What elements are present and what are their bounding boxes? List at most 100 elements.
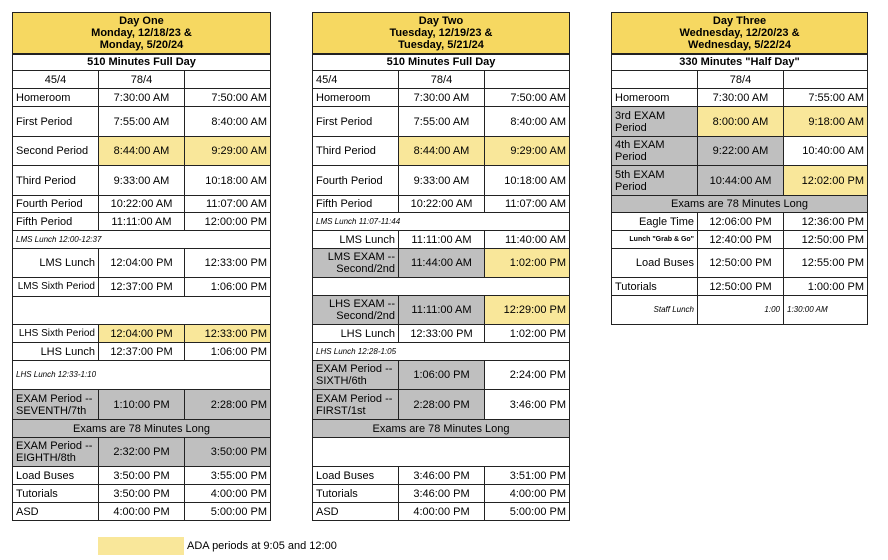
- table-row: LHS Lunch 12:33:00 PM 1:02:00 PM: [312, 324, 570, 343]
- table-row: 3rd EXAM Period 8:00:00 AM 9:18:00 AM: [611, 106, 868, 137]
- table-row: Staff Lunch 1:00 1:30:00 AM: [611, 295, 868, 325]
- table-row: LMS Lunch 11:07-11:44: [312, 212, 570, 231]
- subtitle-row: 510 Minutes Full Day: [312, 53, 570, 71]
- day-title: Day Three Wednesday, 12/20/23 & Wednesday,…: [611, 12, 868, 55]
- table-row: [312, 437, 570, 467]
- start-time: 4:00:00 PM: [98, 502, 185, 521]
- end-time: 7:55:00 AM: [783, 88, 868, 107]
- lunch-note: LMS Lunch 12:00-12:37: [12, 230, 271, 249]
- start-time: 10:44:00 AM: [697, 165, 784, 196]
- end-time: 12:50:00 PM: [783, 230, 868, 249]
- end-time: 9:29:00 AM: [184, 136, 271, 166]
- column-header-row: 45/4 78/4: [312, 70, 570, 89]
- period-label: LMS EXAM -- Second/2nd: [312, 248, 399, 278]
- column-header: [484, 70, 570, 89]
- title-row: Day Three Wednesday, 12/20/23 & Wednesday,…: [611, 12, 868, 55]
- period-label: LMS Lunch: [12, 248, 99, 278]
- start-time: 3:50:00 PM: [98, 466, 185, 485]
- end-time: 11:07:00 AM: [484, 195, 570, 213]
- start-time: 9:33:00 AM: [98, 165, 185, 196]
- start-time: 12:06:00 PM: [697, 212, 784, 231]
- start-time: 7:55:00 AM: [398, 106, 485, 137]
- period-label: Fifth Period: [312, 195, 399, 213]
- table-row: Tutorials 3:50:00 PM 4:00:00 PM: [12, 484, 271, 503]
- table-row: LHS Lunch 12:37:00 PM 1:06:00 PM: [12, 342, 271, 361]
- column-header: 78/4: [98, 70, 185, 89]
- start-time: 1:00: [697, 295, 784, 325]
- table-row: Tutorials 12:50:00 PM 1:00:00 PM: [611, 277, 868, 296]
- end-time: 8:40:00 AM: [184, 106, 271, 137]
- period-label: Tutorials: [611, 277, 698, 296]
- start-time: 12:04:00 PM: [98, 248, 185, 278]
- table-row: Second Period 8:44:00 AM 9:29:00 AM: [12, 136, 271, 166]
- end-time: 5:00:00 PM: [484, 502, 570, 521]
- table-row: Tutorials 3:46:00 PM 4:00:00 PM: [312, 484, 570, 503]
- day-subtitle: 510 Minutes Full Day: [312, 53, 570, 71]
- table-row: LMS Sixth Period 12:37:00 PM 1:06:00 PM: [12, 277, 271, 297]
- day-subtitle: 510 Minutes Full Day: [12, 53, 271, 71]
- title-line: Wednesday, 12/20/23 &: [679, 26, 800, 39]
- table-row: Load Buses 3:50:00 PM 3:55:00 PM: [12, 466, 271, 485]
- period-label: Homeroom: [611, 88, 698, 107]
- period-label: LHS Sixth Period: [12, 324, 99, 343]
- end-time: 5:00:00 PM: [184, 502, 271, 521]
- column-header: [184, 70, 271, 89]
- table-row: LHS EXAM -- Second/2nd 11:11:00 AM 12:29:0…: [312, 295, 570, 325]
- column-header-row: 45/4 78/4: [12, 70, 271, 89]
- table-row: 5th EXAM Period 10:44:00 AM 12:02:00 PM: [611, 165, 868, 196]
- title-row: Day One Monday, 12/18/23 & Monday, 5/20/24: [12, 12, 271, 55]
- end-time: 12:36:00 PM: [783, 212, 868, 231]
- table-row: LMS EXAM -- Second/2nd 11:44:00 AM 1:02:00…: [312, 248, 570, 278]
- column-header: 78/4: [398, 70, 485, 89]
- period-label: First Period: [12, 106, 99, 137]
- period-label: Third Period: [312, 136, 399, 166]
- period-label: 4th EXAM Period: [611, 136, 698, 166]
- start-time: 10:22:00 AM: [98, 195, 185, 213]
- title-line: Day Three: [712, 14, 767, 27]
- exam-length-banner: Exams are 78 Minutes Long: [611, 195, 868, 213]
- day-table-2: Day Two Tuesday, 12/19/23 & Tuesday, 5/21/…: [312, 12, 570, 521]
- lunch-note: LHS Lunch 12:33-1:10: [12, 360, 271, 390]
- table-row: Homeroom 7:30:00 AM 7:55:00 AM: [611, 88, 868, 107]
- column-header: [611, 70, 698, 89]
- start-time: 1:06:00 PM: [398, 360, 485, 390]
- period-label: LHS Lunch: [12, 342, 99, 361]
- period-label: Lunch "Grab & Go": [611, 230, 698, 249]
- table-row: Load Buses 3:46:00 PM 3:51:00 PM: [312, 466, 570, 485]
- table-row: EXAM Period -- SIXTH/6th 1:06:00 PM 2:24:0…: [312, 360, 570, 390]
- start-time: 12:37:00 PM: [98, 342, 185, 361]
- start-time: 3:50:00 PM: [98, 484, 185, 503]
- exam-length-banner: Exams are 78 Minutes Long: [312, 419, 570, 438]
- blank-row: [312, 277, 570, 296]
- start-time: 12:50:00 PM: [697, 248, 784, 278]
- table-row: ASD 4:00:00 PM 5:00:00 PM: [312, 502, 570, 521]
- period-label: Eagle Time: [611, 212, 698, 231]
- end-time: 2:24:00 PM: [484, 360, 570, 390]
- period-label: ASD: [12, 502, 99, 521]
- table-row: EXAM Period -- FIRST/1st 2:28:00 PM 3:46:0…: [312, 389, 570, 420]
- end-time: 12:29:00 PM: [484, 295, 570, 325]
- period-label: Fourth Period: [12, 195, 99, 213]
- table-row: Exams are 78 Minutes Long: [312, 419, 570, 438]
- start-time: 2:32:00 PM: [98, 437, 185, 467]
- end-time: 1:30:00 AM: [783, 295, 868, 325]
- title-line: Tuesday, 12/19/23 &: [389, 26, 493, 39]
- table-row: First Period 7:55:00 AM 8:40:00 AM: [12, 106, 271, 137]
- end-time: 9:18:00 AM: [783, 106, 868, 137]
- period-label: EXAM Period -- EIGHTH/8th: [12, 437, 99, 467]
- period-label: 3rd EXAM Period: [611, 106, 698, 137]
- period-label: Third Period: [12, 165, 99, 196]
- exam-length-banner: Exams are 78 Minutes Long: [12, 419, 271, 438]
- end-time: 12:02:00 PM: [783, 165, 868, 196]
- start-time: 11:44:00 AM: [398, 248, 485, 278]
- period-label: Fifth Period: [12, 212, 99, 231]
- table-row: LMS Lunch 11:11:00 AM 11:40:00 AM: [312, 230, 570, 249]
- table-row: Fifth Period 11:11:00 AM 12:00:00 PM: [12, 212, 271, 231]
- start-time: 7:30:00 AM: [98, 88, 185, 107]
- period-label: LHS EXAM -- Second/2nd: [312, 295, 399, 325]
- end-time: 11:07:00 AM: [184, 195, 271, 213]
- table-row: Third Period 9:33:00 AM 10:18:00 AM: [12, 165, 271, 196]
- table-row: 4th EXAM Period 9:22:00 AM 10:40:00 AM: [611, 136, 868, 166]
- day-title: Day Two Tuesday, 12/19/23 & Tuesday, 5/21/…: [312, 12, 570, 55]
- table-row: Exams are 78 Minutes Long: [12, 419, 271, 438]
